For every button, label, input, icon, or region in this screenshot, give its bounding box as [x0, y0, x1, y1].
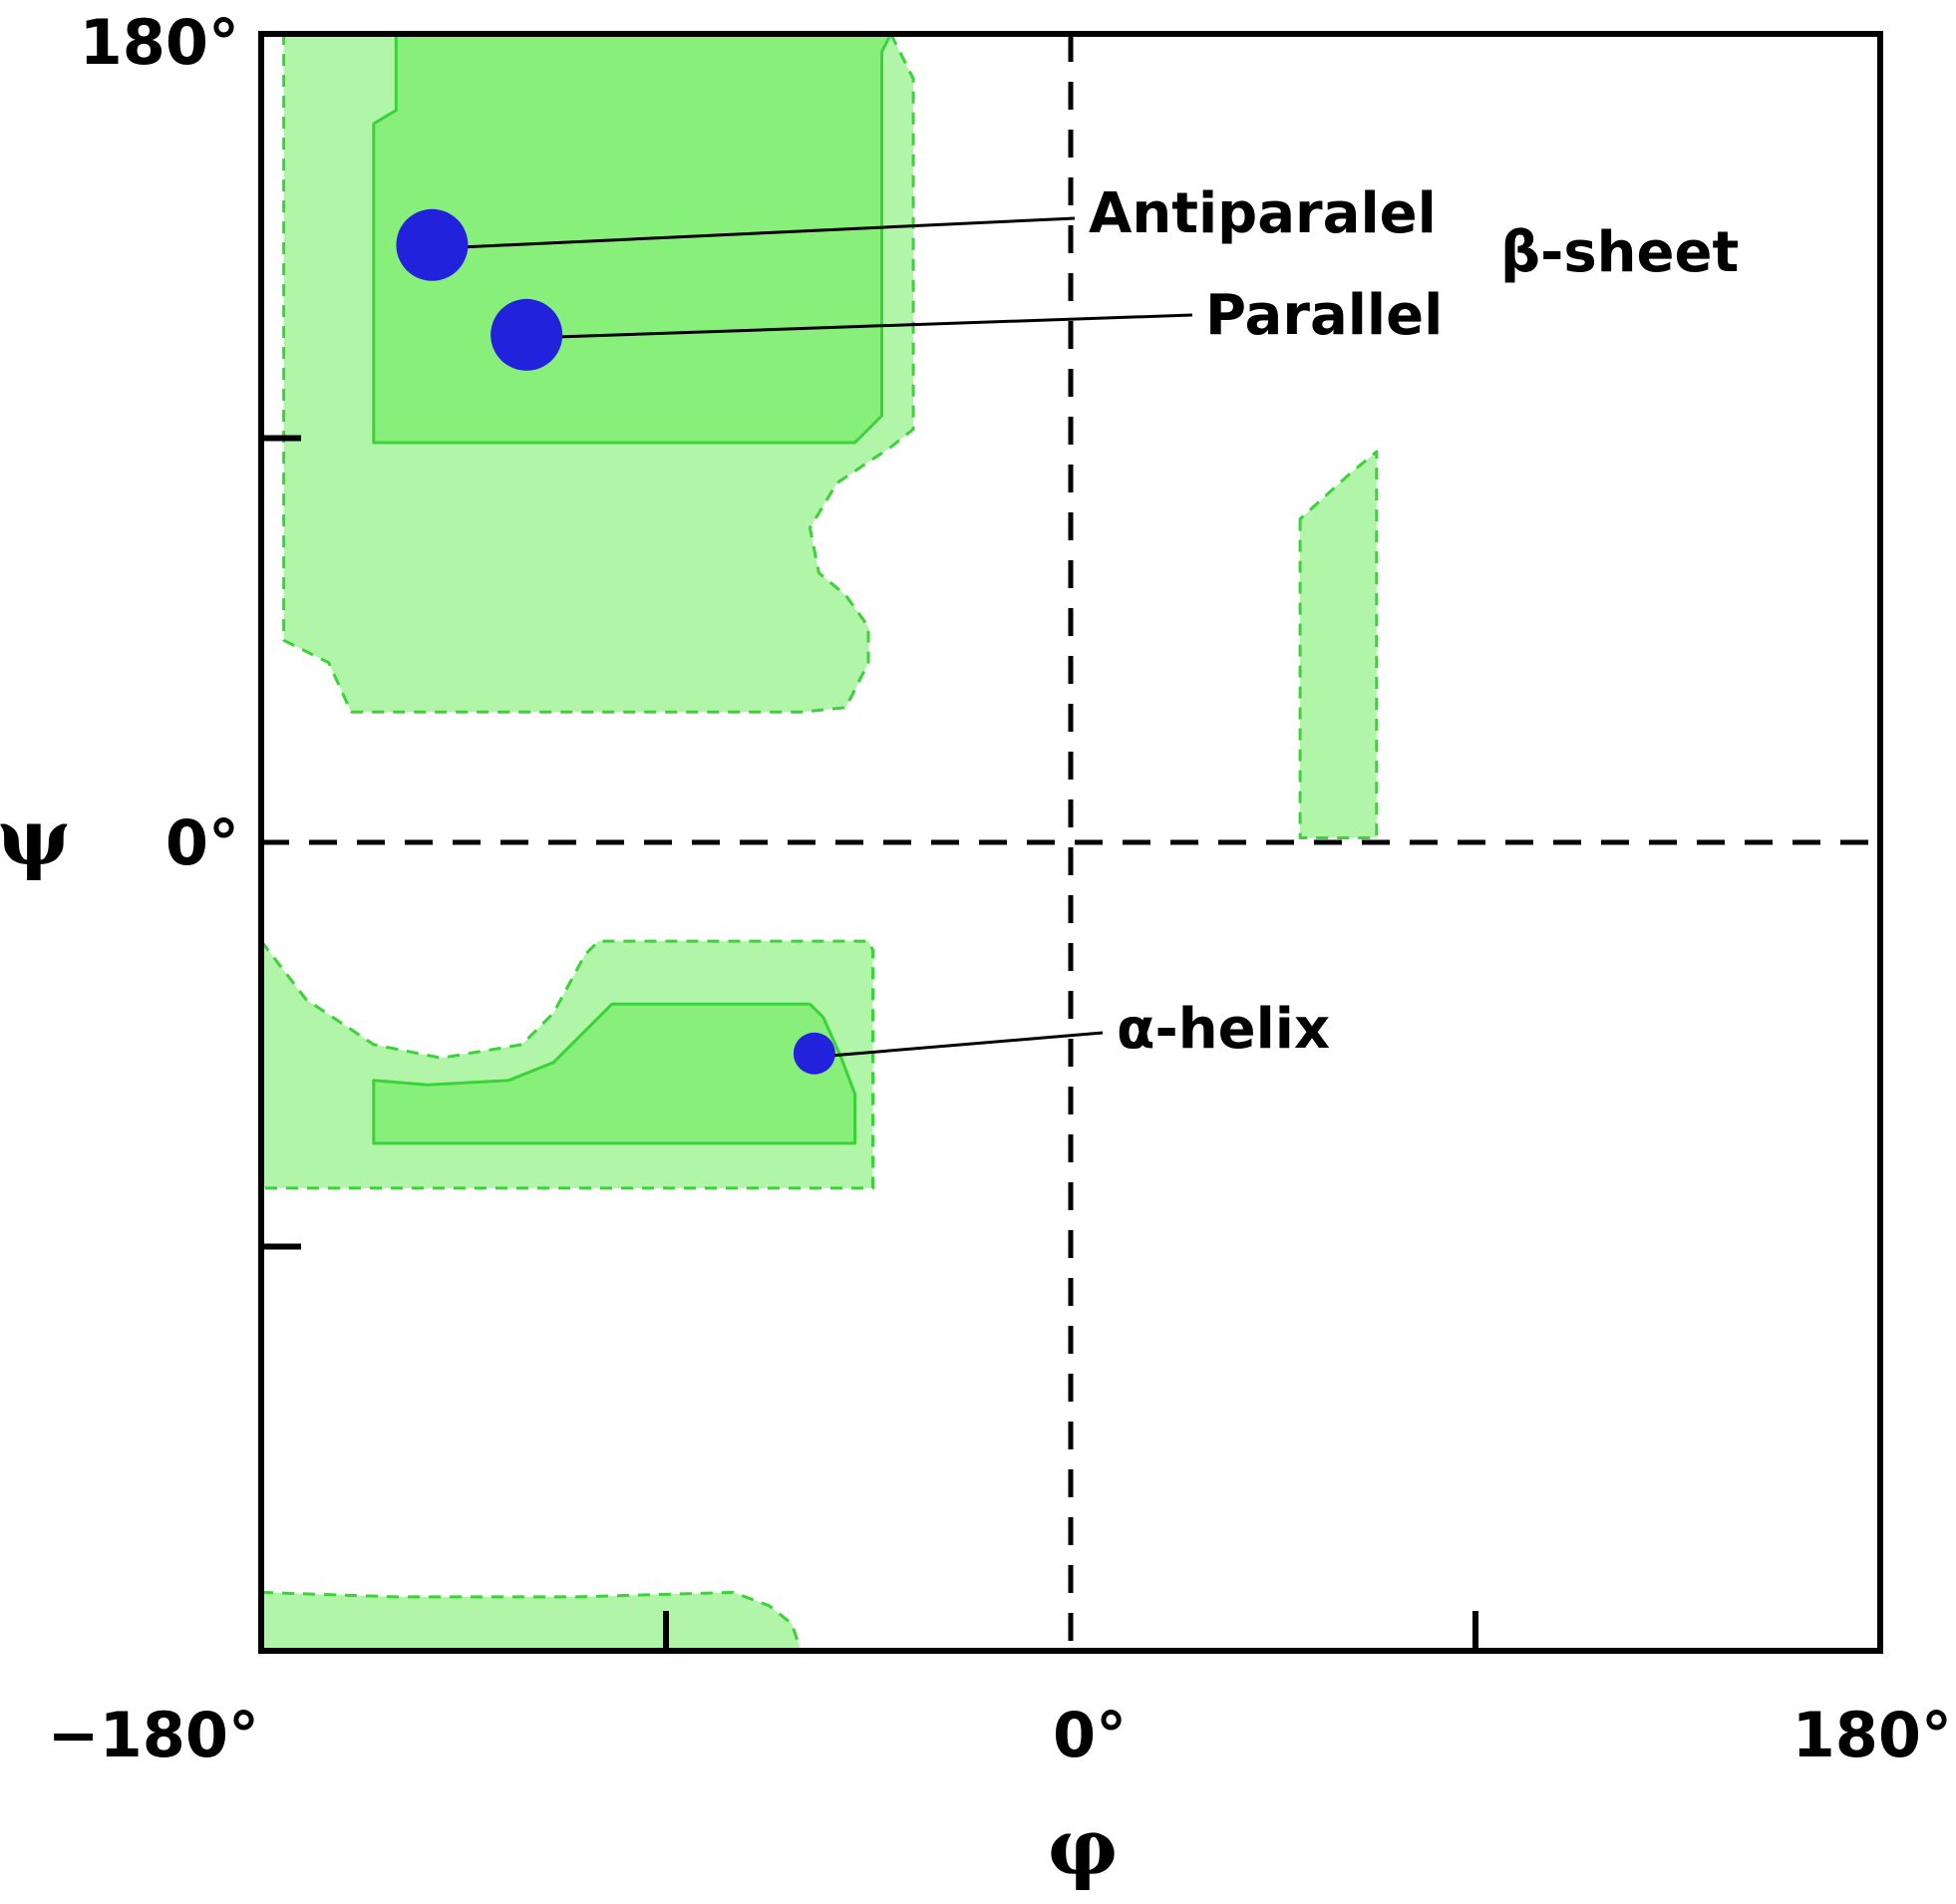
labels-layer: −180° 0° 180° 180° 0° φ ψ Antiparalel Parallel α-… — [0, 6, 1952, 1893]
point-label: Parallel — [1205, 283, 1443, 348]
group-label: β-sheet — [1500, 220, 1739, 285]
favorable-region-5 — [372, 1002, 856, 1145]
y-axis-label: ψ — [0, 793, 71, 883]
x-tick-label: −180° — [48, 1699, 259, 1771]
leader-lines — [466, 216, 1193, 1058]
leader-line — [466, 216, 1076, 249]
data-point — [490, 298, 563, 371]
allowed-region-2 — [259, 1590, 803, 1653]
point-label: α-helix — [1117, 997, 1330, 1062]
plot-frame — [258, 31, 1883, 1654]
x-tick-label: 180° — [1793, 1699, 1952, 1771]
y-tick-label: 0° — [165, 806, 239, 879]
data-point — [793, 1032, 835, 1075]
ticks-layer — [261, 435, 1478, 1651]
points-layer — [396, 208, 835, 1075]
data-point — [396, 208, 469, 281]
regions-layer — [259, 32, 1379, 1653]
leader-line — [560, 313, 1193, 339]
point-label: Antiparalel — [1089, 181, 1437, 246]
y-tick-label: 180° — [80, 6, 239, 79]
x-tick-label: 0° — [1053, 1699, 1127, 1771]
leader-line — [832, 1031, 1104, 1058]
allowed-region-3 — [1298, 450, 1379, 839]
reference-lines — [261, 34, 1880, 1651]
x-axis-label: φ — [1048, 1802, 1119, 1893]
